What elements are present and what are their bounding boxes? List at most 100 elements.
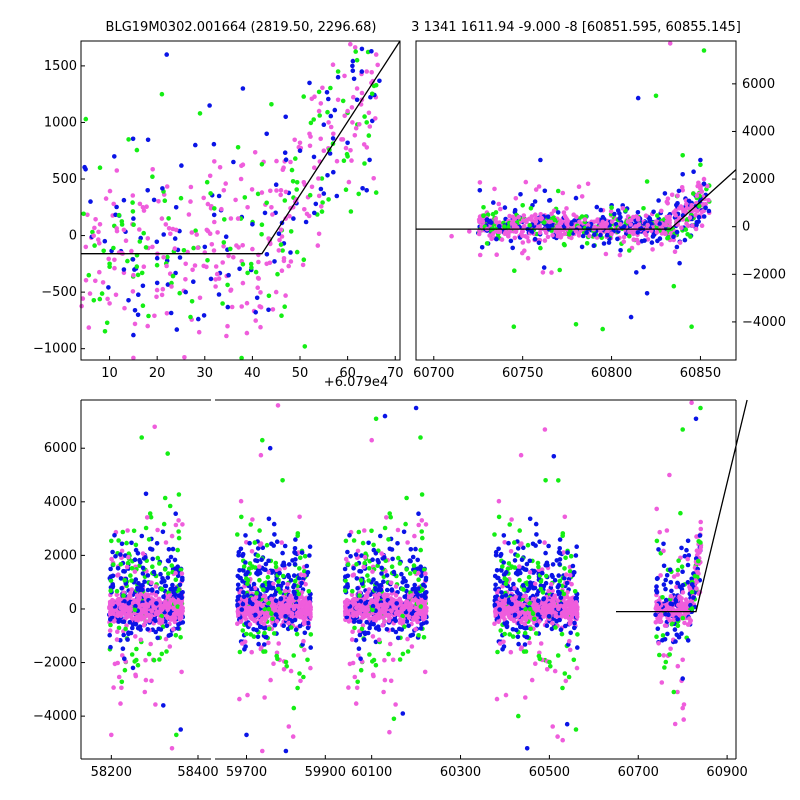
panel-3-magenta-point <box>362 554 368 560</box>
panel-2-blue-point <box>541 265 547 270</box>
panel-2-magenta-point <box>582 217 588 222</box>
panel-3-blue-point <box>353 552 359 557</box>
panel-2-green-point <box>697 203 702 209</box>
panel-3-magenta-point <box>411 617 416 622</box>
panel-1-magenta-point <box>112 265 117 271</box>
panel-1-magenta-point <box>182 355 187 360</box>
panel-1-green-point <box>362 114 367 119</box>
panel-1-y-tick-label: 0 <box>69 229 77 244</box>
panel-3-green-point <box>132 659 137 664</box>
panel-3-green-point <box>251 634 257 639</box>
panel-2-magenta-point <box>467 229 472 234</box>
panel-1-magenta-point <box>197 295 203 301</box>
panel-2-blue-point <box>497 224 502 229</box>
panel-3-green-point <box>526 574 532 580</box>
panel-2-magenta-point <box>684 201 689 207</box>
panel-1-green-point <box>307 192 313 198</box>
panel-1-magenta-point <box>276 248 282 253</box>
panel-1-green-point <box>116 212 122 218</box>
panel-2-magenta-point <box>549 270 554 275</box>
panel-3-magenta-point <box>124 564 130 570</box>
panel-3-magenta-point <box>246 605 252 611</box>
panel-2-magenta-point <box>564 206 569 211</box>
panel-2-magenta-point <box>476 231 482 237</box>
panel-1-magenta-point <box>188 199 193 204</box>
panel-3-green-point <box>150 564 155 569</box>
panel-1-magenta-point <box>257 304 263 309</box>
panel-1-green-point <box>91 298 97 303</box>
panel-3-magenta-point <box>281 667 287 672</box>
panel-1-magenta-point <box>141 264 147 270</box>
panel-2-y-tick-label: 6000 <box>742 77 775 92</box>
panel-2-blue-point <box>579 244 585 250</box>
panel-2-magenta-point <box>559 227 564 233</box>
panel-2-blue-point <box>701 214 707 219</box>
panel-3-magenta-point <box>509 517 514 522</box>
panel-3-blue-point <box>416 511 421 516</box>
panel-3-blue-point <box>254 558 260 564</box>
panel-3-magenta-point <box>562 514 568 520</box>
panel-2-blue-point <box>542 188 548 194</box>
panel-3-blue-point <box>384 573 390 578</box>
panel-3-green-point <box>262 649 268 654</box>
panel-1-magenta-point <box>85 212 90 218</box>
panel-3-blue-point <box>162 583 168 589</box>
panel-2-magenta-point <box>525 255 531 261</box>
panel-3-magenta-point <box>269 596 274 602</box>
panel-2-magenta-point <box>675 193 680 198</box>
panel-1-magenta-point <box>93 278 98 284</box>
panel-2-magenta-point <box>512 216 518 222</box>
panel-3-blue-point <box>292 617 298 623</box>
panel-3-blue-point <box>132 557 138 562</box>
panel-1-magenta-point <box>97 222 103 227</box>
panel-2-magenta-point <box>540 270 546 275</box>
panel-3-blue-point <box>381 579 386 584</box>
panel-1-magenta-point <box>91 233 96 238</box>
panel-3-green-point <box>132 607 138 613</box>
panel-2-magenta-point <box>520 218 526 223</box>
panel-1-green-point <box>259 162 265 167</box>
panel-3-blue-point <box>122 569 127 574</box>
panel-3-blue-point <box>357 632 363 638</box>
panel-1-blue-point <box>140 283 146 289</box>
panel-3-blue-point <box>153 629 158 635</box>
panel-3-magenta-point <box>153 593 159 598</box>
panel-2-blue-point <box>706 208 712 214</box>
panel-2-blue-point <box>680 172 685 177</box>
panel-1-y-tick-label: 500 <box>52 172 77 187</box>
panel-3-magenta-point <box>308 665 313 671</box>
panel-3-magenta-point <box>119 685 124 691</box>
panel-1-magenta-point <box>166 226 172 231</box>
panel-3-blue-point <box>243 533 248 538</box>
panel-1-green-point <box>248 261 254 267</box>
panel-3-blue-point <box>176 622 181 627</box>
panel-3-magenta-point <box>283 610 289 615</box>
panel-2-magenta-point <box>569 235 574 241</box>
panel-2-magenta-point <box>542 238 548 243</box>
panel-1-magenta-point <box>121 227 127 233</box>
panel-2-magenta-point <box>513 196 519 201</box>
panel-1-green-point <box>325 109 330 115</box>
panel-1-blue-point <box>165 282 171 287</box>
panel-2-green-point <box>562 242 567 248</box>
panel-3-green-point <box>134 646 139 652</box>
panel-2-magenta-point <box>684 205 690 211</box>
panel-3-blue-point <box>118 552 123 557</box>
panel-3-magenta-point <box>141 608 146 614</box>
panel-1-blue-point <box>266 307 271 313</box>
panel-1-blue-point <box>321 191 327 196</box>
panel-3-green-point <box>270 616 275 622</box>
panel-2-magenta-point <box>516 215 521 220</box>
panel-3-magenta-point <box>412 533 417 539</box>
panel-1-green-point <box>278 242 284 247</box>
panel-3-blue-point <box>356 646 362 651</box>
panel-1-magenta-point <box>159 292 165 298</box>
panel-2-green-point <box>680 153 685 158</box>
panel-3-magenta-point <box>271 661 276 666</box>
panel-2-green-point <box>701 48 707 53</box>
panel-3-magenta-point <box>274 619 280 624</box>
panel-1-magenta-point <box>112 257 117 263</box>
panel-2-magenta-point <box>555 231 561 237</box>
panel-2-blue-point <box>674 229 680 235</box>
